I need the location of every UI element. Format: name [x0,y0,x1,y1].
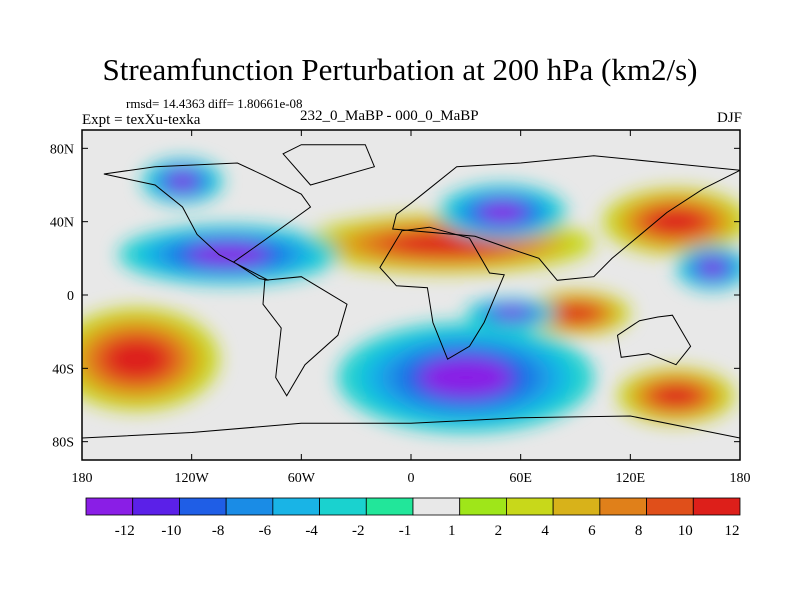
x-tick-label: 60W [288,471,316,486]
colorbar-swatch [599,497,647,516]
x-tick-label: 0 [408,471,415,486]
colorbar-label: 8 [635,523,643,539]
x-tick-label: 60E [509,471,532,486]
y-tick-label: 40N [50,216,74,231]
field-blob-low-9-4 [495,308,528,319]
colorbar-swatch [552,497,601,516]
difference-label: 232_0_MaBP - 000_0_MaBP [300,108,479,124]
y-tick-label: 0 [67,289,74,304]
colorbar-label: -1 [399,523,412,539]
colorbar-label: 12 [725,523,740,539]
field-blob-high-4-4 [654,385,698,406]
y-tick-label: 80N [50,142,74,157]
field-blob-low-8-4 [699,259,726,276]
colorbar: -12 -10 -8 -6 -4 -2 -1 1 2 4 6 8 10 12 [85,497,741,539]
coastline-north-america [103,162,312,281]
colorbar-label: 6 [588,523,596,539]
colorbar-swatch [412,497,461,516]
colorbar-swatch [506,497,554,516]
colorbar-label: -4 [305,523,318,539]
field-blob-high-2-4 [649,209,703,234]
colorbar-label: 10 [678,523,693,539]
colorbar-label: 2 [495,523,503,539]
field-blob-high-0-4 [107,340,167,378]
coastline-south-america [262,276,348,397]
colorbar-swatch [365,497,414,516]
colorbar-label: -6 [259,523,272,539]
field-blob-low-5-4 [188,244,268,266]
field-blob-low-6-4 [419,357,512,398]
colorbar-swatch [319,497,367,516]
colorbar-swatch [132,497,180,516]
colorbar-swatch [179,497,227,516]
coastline-australia [616,314,692,366]
coastline-africa [379,226,505,360]
colorbar-label: -2 [352,523,365,539]
x-tick-label: 180 [730,471,751,486]
colorbar-label: 1 [448,523,456,539]
x-tick-label: 120W [175,471,210,486]
coastline-antarctica [82,415,740,460]
coastline-eurasia [392,155,740,281]
colorbar-swatch [459,497,507,516]
y-tick-label: 40S [52,362,74,377]
colorbar-swatch [85,497,134,516]
x-tick-label: 120E [616,471,646,486]
field-blob-high-3-4 [555,305,596,322]
experiment-label: Expt = texXu-texka [82,112,201,128]
colorbar-swatch [225,497,274,516]
colorbar-label: -8 [212,523,225,539]
y-tick-label: 80S [52,436,74,451]
x-tick-label: 180 [72,471,93,486]
colorbar-label: 4 [541,523,549,539]
rmsd-stats: rmsd= 14.4363 diff= 1.80661e-08 [126,96,303,111]
plot-title: Streamfunction Perturbation at 200 hPa (… [102,52,698,87]
field-blob-high-1-4 [394,233,501,255]
contour-field [82,130,740,460]
field-blob-low-7-4 [479,202,526,223]
colorbar-swatch [692,497,741,516]
season-label: DJF [716,110,742,126]
colorbar-label: -12 [115,523,135,539]
field-blob-low-10-4 [168,173,198,190]
coastline-greenland [282,144,376,186]
colorbar-swatch [272,497,320,516]
colorbar-swatch [646,497,694,516]
colorbar-label: -10 [161,523,181,539]
